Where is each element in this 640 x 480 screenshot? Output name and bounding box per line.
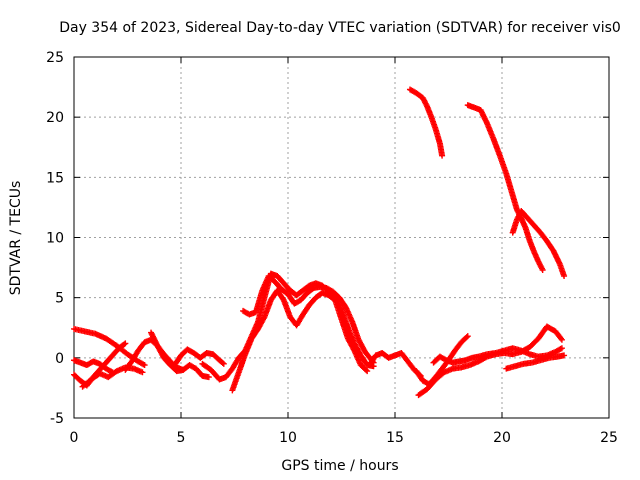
y-axis-ticks: -5 0 5 10 15 20 25	[46, 50, 609, 427]
data-point	[558, 336, 565, 343]
y-tick-label: 20	[46, 110, 64, 126]
data-point	[557, 345, 564, 352]
series-arc-g	[171, 346, 227, 369]
data-point	[464, 333, 471, 340]
series-arc-r	[509, 208, 568, 280]
series-arc-j	[240, 273, 377, 366]
series-arc-q	[464, 102, 546, 273]
y-tick-label: 5	[55, 291, 64, 307]
data-point	[364, 368, 371, 375]
y-tick-label: -5	[50, 411, 64, 427]
x-tick-label: 5	[177, 430, 186, 446]
data-point	[219, 359, 226, 366]
series-arc-i	[229, 287, 371, 394]
x-tick-label: 25	[600, 430, 618, 446]
chart-title: Day 354 of 2023, Sidereal Day-to-day VTE…	[59, 20, 621, 36]
data-point	[122, 340, 129, 347]
data-point	[121, 341, 128, 348]
y-tick-label: 15	[46, 170, 64, 186]
grid-lines	[74, 57, 609, 418]
data-point	[561, 352, 568, 359]
series-arc-f	[148, 329, 212, 381]
data-point	[561, 273, 568, 280]
data-point	[463, 334, 470, 341]
y-tick-label: 10	[46, 231, 64, 247]
data-points	[71, 86, 568, 399]
series-arc-n	[430, 345, 565, 366]
series-arc-o	[503, 352, 568, 372]
y-axis-label: SDTVAR / TECUs	[8, 181, 24, 296]
x-tick-label: 10	[279, 430, 297, 446]
x-axis-ticks: 0 5 10 15 20 25	[70, 57, 618, 446]
y-tick-label: 25	[46, 50, 64, 66]
series-arc-p	[406, 86, 446, 159]
x-tick-label: 15	[386, 430, 404, 446]
x-tick-label: 20	[493, 430, 511, 446]
data-point	[558, 335, 565, 342]
x-axis-label: GPS time / hours	[281, 458, 398, 474]
data-point	[558, 345, 565, 352]
data-point	[539, 266, 546, 273]
data-point	[139, 369, 146, 376]
data-point	[439, 152, 446, 159]
data-point	[141, 362, 148, 369]
data-point	[205, 374, 212, 381]
y-tick-label: 0	[55, 351, 64, 367]
x-tick-label: 0	[70, 430, 79, 446]
data-point	[363, 367, 370, 374]
data-point	[140, 361, 147, 368]
data-point	[220, 360, 227, 367]
